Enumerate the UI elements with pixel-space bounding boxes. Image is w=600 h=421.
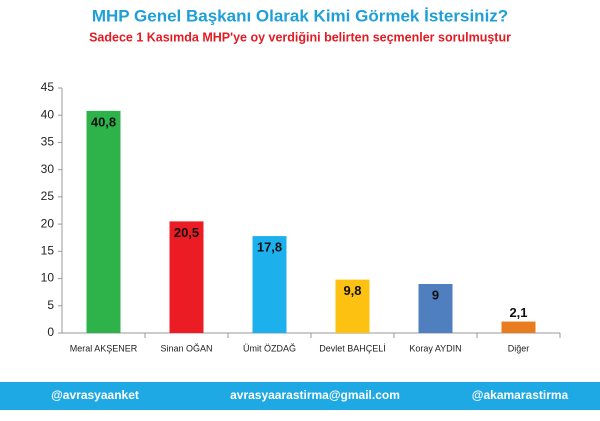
x-tick-label: Diğer	[508, 343, 530, 353]
bar	[252, 236, 287, 333]
y-tick-label: 30	[41, 162, 55, 176]
x-tick-label: Ümit ÖZDAĞ	[243, 343, 296, 353]
footer-text: avrasyaarastirma@gmail.com	[230, 388, 400, 402]
bar	[501, 321, 536, 333]
y-tick-label: 0	[47, 325, 54, 339]
x-tick-label: Meral AKŞENER	[70, 343, 138, 353]
footer-band	[0, 382, 600, 410]
y-tick-label: 25	[41, 189, 55, 203]
footer-text: @avrasyaanket	[51, 388, 139, 402]
value-label: 17,8	[257, 240, 282, 255]
y-tick-label: 15	[41, 244, 55, 258]
x-tick-label: Sinan OĞAN	[160, 343, 212, 353]
footer-text: @akamarastirma	[472, 388, 569, 402]
value-label: 9,8	[343, 283, 361, 298]
y-tick-label: 40	[41, 107, 55, 121]
y-tick-label: 45	[41, 80, 55, 94]
bar	[335, 279, 370, 333]
y-tick-label: 5	[47, 298, 54, 312]
bar	[86, 110, 121, 333]
bar	[418, 284, 453, 333]
y-tick-label: 10	[41, 271, 55, 285]
y-tick-label: 20	[41, 216, 55, 230]
x-tick-label: Koray AYDIN	[409, 343, 461, 353]
x-tick-label: Devlet BAHÇELİ	[319, 343, 386, 353]
bar	[169, 221, 204, 333]
value-label: 2,1	[509, 305, 527, 320]
value-label: 40,8	[91, 114, 116, 129]
chart-subtitle: Sadece 1 Kasımda MHP'ye oy verdiğini bel…	[89, 30, 511, 44]
value-label: 20,5	[174, 225, 199, 240]
value-label: 9	[432, 287, 439, 302]
y-tick-label: 35	[41, 135, 55, 149]
chart-title: MHP Genel Başkanı Olarak Kimi Görmek İst…	[92, 6, 508, 25]
